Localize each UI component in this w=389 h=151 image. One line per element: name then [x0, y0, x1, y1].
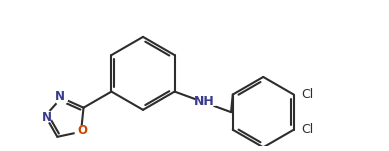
Text: NH: NH	[194, 95, 214, 108]
Text: Cl: Cl	[301, 88, 314, 101]
Text: N: N	[55, 90, 65, 103]
Text: N: N	[42, 111, 52, 124]
Text: O: O	[78, 124, 88, 137]
Text: Cl: Cl	[301, 123, 314, 136]
